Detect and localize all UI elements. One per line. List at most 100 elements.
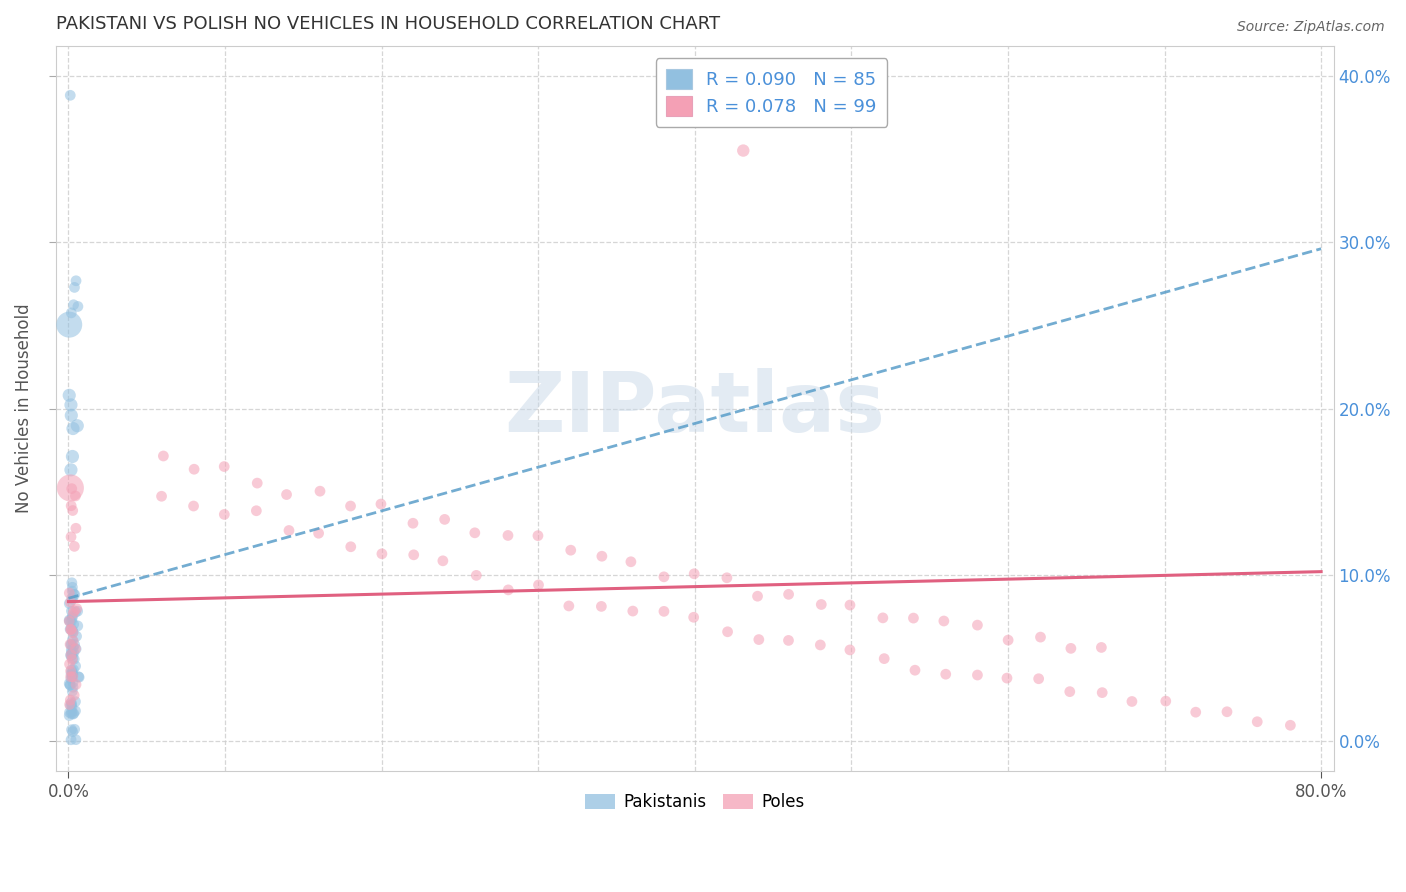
Point bbox=[60, 499, 83, 513]
Point bbox=[58, 586, 80, 600]
Point bbox=[60, 604, 83, 618]
Point bbox=[778, 633, 800, 648]
Point bbox=[66, 418, 89, 433]
Point bbox=[60, 668, 83, 682]
Point bbox=[1059, 684, 1081, 698]
Point bbox=[838, 643, 860, 657]
Point bbox=[997, 633, 1019, 648]
Point bbox=[183, 462, 205, 476]
Point bbox=[58, 706, 80, 720]
Point bbox=[152, 449, 174, 463]
Point bbox=[995, 671, 1018, 685]
Point bbox=[966, 618, 988, 632]
Text: ZIPatlas: ZIPatlas bbox=[505, 368, 886, 449]
Point bbox=[60, 700, 83, 714]
Point bbox=[60, 696, 83, 710]
Point bbox=[465, 568, 488, 582]
Point bbox=[246, 476, 269, 491]
Point bbox=[60, 611, 83, 625]
Point bbox=[65, 695, 87, 709]
Point bbox=[65, 605, 87, 619]
Point bbox=[778, 587, 800, 601]
Point bbox=[58, 657, 80, 672]
Point bbox=[60, 643, 83, 657]
Point bbox=[62, 592, 84, 607]
Point bbox=[60, 663, 83, 677]
Point bbox=[309, 484, 332, 499]
Point bbox=[65, 641, 87, 656]
Point bbox=[527, 529, 550, 543]
Point bbox=[904, 663, 927, 677]
Point bbox=[683, 566, 706, 581]
Point bbox=[60, 666, 83, 681]
Point bbox=[58, 614, 80, 628]
Point bbox=[63, 723, 86, 737]
Point bbox=[65, 629, 87, 643]
Point bbox=[62, 503, 84, 517]
Point bbox=[65, 659, 87, 673]
Point bbox=[370, 497, 392, 511]
Point bbox=[60, 706, 83, 721]
Point bbox=[402, 548, 425, 562]
Point bbox=[66, 300, 89, 314]
Point bbox=[58, 708, 80, 723]
Point bbox=[308, 526, 330, 541]
Point bbox=[60, 409, 83, 423]
Point bbox=[60, 670, 83, 684]
Point bbox=[63, 604, 86, 618]
Point bbox=[62, 421, 84, 435]
Point bbox=[62, 724, 84, 739]
Point bbox=[62, 706, 84, 721]
Point bbox=[60, 623, 83, 637]
Point bbox=[733, 144, 755, 158]
Point bbox=[872, 611, 894, 625]
Point bbox=[620, 555, 643, 569]
Point bbox=[58, 676, 80, 690]
Point bbox=[66, 601, 89, 615]
Point bbox=[60, 684, 83, 698]
Point bbox=[60, 646, 83, 660]
Point bbox=[60, 723, 83, 737]
Point bbox=[62, 707, 84, 722]
Point bbox=[402, 516, 425, 531]
Point bbox=[60, 652, 83, 666]
Point bbox=[1029, 630, 1052, 644]
Point bbox=[59, 595, 82, 609]
Point bbox=[59, 481, 82, 495]
Y-axis label: No Vehicles in Household: No Vehicles in Household bbox=[15, 303, 32, 513]
Point bbox=[276, 487, 298, 501]
Point bbox=[58, 388, 80, 402]
Point bbox=[62, 607, 84, 621]
Point bbox=[59, 623, 82, 637]
Point bbox=[498, 582, 520, 597]
Point bbox=[371, 547, 394, 561]
Point bbox=[60, 732, 83, 747]
Point bbox=[212, 459, 235, 474]
Point bbox=[67, 670, 90, 684]
Point bbox=[682, 610, 704, 624]
Point bbox=[747, 589, 769, 603]
Point bbox=[60, 704, 83, 718]
Point bbox=[60, 530, 83, 544]
Point bbox=[59, 637, 82, 651]
Point bbox=[59, 622, 82, 636]
Text: Source: ZipAtlas.com: Source: ZipAtlas.com bbox=[1237, 20, 1385, 34]
Point bbox=[278, 524, 301, 538]
Point bbox=[1028, 672, 1050, 686]
Point bbox=[62, 680, 84, 694]
Point bbox=[60, 306, 83, 320]
Point bbox=[433, 512, 456, 526]
Point bbox=[59, 693, 82, 707]
Point bbox=[65, 489, 87, 503]
Point bbox=[59, 672, 82, 686]
Point bbox=[903, 611, 925, 625]
Point bbox=[62, 640, 84, 655]
Point bbox=[63, 646, 86, 660]
Point bbox=[62, 625, 84, 640]
Point bbox=[966, 668, 988, 682]
Point bbox=[652, 604, 675, 618]
Point bbox=[591, 599, 613, 614]
Point bbox=[65, 677, 87, 691]
Legend: Pakistanis, Poles: Pakistanis, Poles bbox=[578, 786, 811, 817]
Point bbox=[60, 622, 83, 636]
